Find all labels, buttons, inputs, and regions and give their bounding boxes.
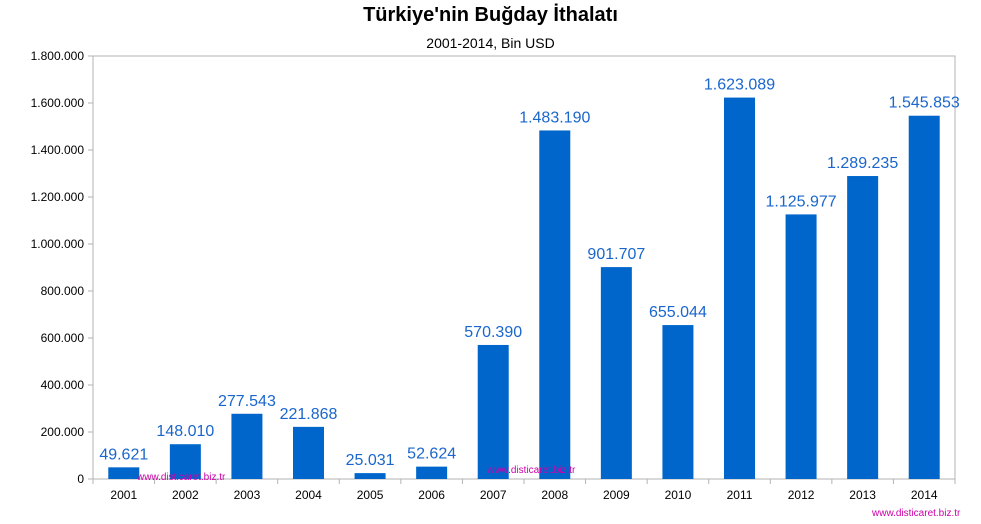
watermark-text: www.disticaret.biz.tr bbox=[871, 508, 961, 519]
x-tick-label: 2012 bbox=[788, 488, 815, 502]
data-label: 221.868 bbox=[280, 406, 338, 423]
data-label: 570.390 bbox=[464, 324, 522, 341]
watermark-text: www.disticaret.biz.tr bbox=[486, 465, 576, 476]
y-tick-label: 800.000 bbox=[41, 284, 85, 298]
y-tick-label: 1.400.000 bbox=[31, 143, 85, 157]
bar bbox=[477, 344, 509, 479]
data-label: 1.125.977 bbox=[765, 193, 836, 210]
x-tick-label: 2003 bbox=[234, 488, 261, 502]
bar bbox=[600, 267, 632, 479]
x-tick-label: 2013 bbox=[849, 488, 876, 502]
chart-title: Türkiye'nin Buğday İthalatı bbox=[363, 4, 618, 26]
y-tick-label: 1.800.000 bbox=[31, 49, 85, 63]
data-label: 49.621 bbox=[99, 446, 148, 463]
bar bbox=[416, 466, 448, 479]
x-tick-label: 2001 bbox=[110, 488, 137, 502]
data-label: 655.044 bbox=[649, 304, 707, 321]
x-tick-label: 2014 bbox=[911, 488, 938, 502]
bar bbox=[539, 130, 571, 479]
data-label: 52.624 bbox=[407, 446, 456, 463]
x-tick-label: 2009 bbox=[603, 488, 630, 502]
data-label: 901.707 bbox=[587, 246, 645, 263]
y-tick-label: 1.200.000 bbox=[31, 190, 85, 204]
x-tick-label: 2006 bbox=[418, 488, 445, 502]
bar bbox=[231, 413, 263, 479]
bar bbox=[169, 444, 201, 479]
data-label: 25.031 bbox=[346, 452, 395, 469]
bar bbox=[293, 426, 324, 479]
data-label: 1.483.190 bbox=[519, 109, 590, 126]
data-label: 1.545.853 bbox=[889, 95, 960, 112]
axis-ticks: 0 200.000 400.000 600.000 800.000 1.000.000 1.… bbox=[31, 49, 956, 502]
y-tick-label: 1.000.000 bbox=[31, 237, 85, 251]
y-tick-label: 400.000 bbox=[41, 378, 85, 392]
bar bbox=[662, 325, 694, 479]
chart-subtitle: 2001-2014, Bin USD bbox=[426, 35, 555, 51]
x-tick-label: 2010 bbox=[665, 488, 692, 502]
bar-series bbox=[108, 97, 940, 480]
bar bbox=[354, 473, 386, 479]
bar bbox=[108, 467, 140, 479]
bar bbox=[908, 115, 940, 479]
data-label: 148.010 bbox=[156, 423, 214, 440]
y-tick-label: 200.000 bbox=[41, 425, 85, 439]
x-tick-label: 2002 bbox=[172, 488, 199, 502]
x-tick-label: 2011 bbox=[727, 488, 753, 502]
x-tick-label: 2004 bbox=[295, 488, 322, 502]
watermark-text: www.disticaret.biz.tr bbox=[136, 472, 226, 483]
data-label: 277.543 bbox=[218, 393, 276, 410]
x-tick-label: 2008 bbox=[541, 488, 568, 502]
y-tick-label: 1.600.000 bbox=[31, 96, 85, 110]
bar bbox=[785, 214, 817, 480]
x-tick-label: 2007 bbox=[480, 488, 507, 502]
data-label: 1.623.089 bbox=[704, 77, 775, 94]
x-tick-label: 2005 bbox=[357, 488, 384, 502]
data-label: 1.289.235 bbox=[827, 155, 898, 172]
y-tick-label: 0 bbox=[77, 472, 84, 486]
bar bbox=[847, 176, 879, 479]
bar bbox=[724, 97, 755, 479]
y-tick-label: 600.000 bbox=[41, 331, 85, 345]
